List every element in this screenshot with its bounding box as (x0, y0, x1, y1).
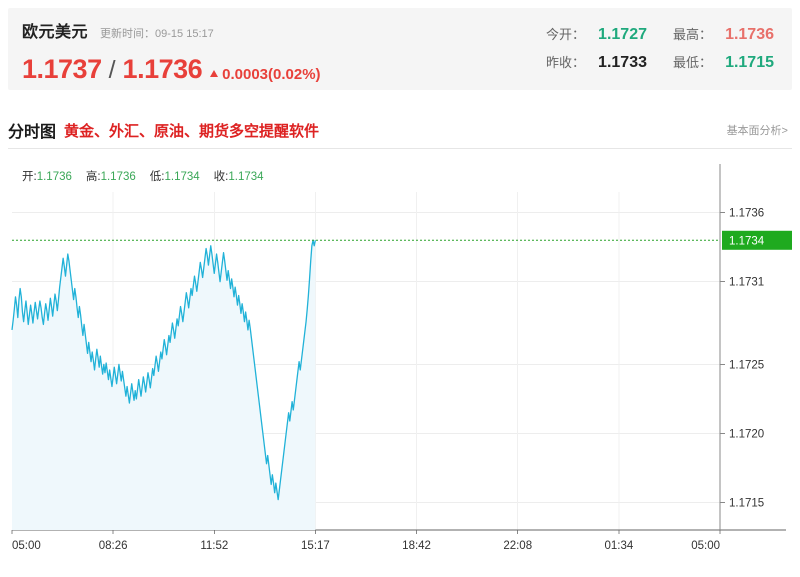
quote-primary-block: 欧元美元 更新时间：09-15 15:17 1.1737 / 1.1736 0.… (22, 8, 321, 85)
ohlc-high-label: 高: (85, 171, 101, 183)
promo-text[interactable]: 黄金、外汇、原油、期货多空提醒软件 (64, 122, 320, 140)
symbol-name: 欧元美元 (22, 24, 89, 41)
price-line (11, 239, 316, 501)
chart-plot[interactable]: 1.1736 1.1731 1.1725 1.1720 1.1715 05:00 08:26… (8, 158, 792, 558)
ohlc-close-value: 1.1734 (228, 171, 264, 183)
ohlc-low-label: 低: (149, 171, 165, 183)
ohlc-open: 开:1.1736 (22, 168, 72, 184)
stat-open-value: 1.1727 (598, 26, 647, 43)
stat-high: 最高： 1.1736 (673, 24, 774, 44)
update-time-label: 更新时间： (100, 28, 156, 40)
ohlc-high: 高:1.1736 (86, 168, 136, 184)
quote-stats-grid: 今开： 1.1727 最高： 1.1736 昨收： 1.1733 最低： 1.1… (546, 24, 774, 72)
y-axis-tick-label: 1.1731 (729, 277, 764, 289)
quote-header-panel: 欧元美元 更新时间：09-15 15:17 1.1737 / 1.1736 0.… (8, 8, 792, 90)
update-time-value: 09-15 15:17 (155, 28, 214, 40)
price-area-fill (12, 240, 316, 530)
stat-prev-close-label: 昨收： (545, 55, 585, 70)
x-axis-tick-label: 22:08 (503, 540, 532, 552)
y-axis-tick-label: 1.1725 (729, 359, 764, 371)
change-value: 0.0003(0.02%) (222, 66, 321, 83)
x-axis-tick-label: 18:42 (402, 540, 431, 552)
section-bar: 分时图 黄金、外汇、原油、期货多空提醒软件 基本面分析> (8, 112, 792, 149)
ohlc-open-value: 1.1736 (36, 171, 72, 183)
x-axis-tick-label: 11:52 (200, 540, 228, 552)
ohlc-close: 收:1.1734 (214, 168, 264, 184)
ohlc-low-value: 1.1734 (164, 171, 200, 183)
stat-low-value: 1.1715 (725, 54, 774, 71)
symbol-row: 欧元美元 更新时间：09-15 15:17 (22, 8, 321, 52)
stat-low-label: 最低： (672, 55, 712, 70)
stat-high-label: 最高： (672, 27, 712, 42)
stat-high-value: 1.1736 (725, 26, 774, 43)
stat-prev-close-value: 1.1733 (598, 54, 647, 71)
price-separator: / (108, 56, 116, 84)
page-title: 分时图 (8, 124, 57, 141)
stat-prev-close: 昨收： 1.1733 (546, 52, 647, 72)
y-axis-tick-label: 1.1720 (729, 428, 764, 440)
x-axis-tick-label: 05:00 (12, 540, 41, 552)
y-axis-tick-label: 1.1715 (729, 497, 764, 509)
bid-price: 1.1737 (22, 54, 102, 84)
arrow-up-icon (210, 70, 219, 77)
x-axis-tick-label: 08:26 (99, 540, 128, 552)
ohlc-low: 低:1.1734 (150, 168, 200, 184)
current-price-marker (722, 230, 792, 250)
ohlc-legend: 开:1.1736 高:1.1736 低:1.1734 收:1.1734 (22, 168, 264, 184)
price-row: 1.1737 / 1.1736 0.0003(0.02%) (22, 54, 321, 85)
fundamental-analysis-link[interactable]: 基本面分析> (726, 125, 788, 137)
x-axis-tick-label: 05:00 (691, 540, 720, 552)
ohlc-close-label: 收: (213, 171, 229, 183)
stat-open: 今开： 1.1727 (546, 24, 647, 44)
stat-open-label: 今开： (545, 27, 585, 42)
ohlc-high-value: 1.1736 (100, 171, 136, 183)
x-axis-tick-label: 15:17 (301, 540, 330, 552)
update-time: 更新时间：09-15 15:17 (100, 25, 214, 41)
stat-low: 最低： 1.1715 (673, 52, 774, 72)
y-axis-tick-label: 1.1736 (729, 208, 764, 220)
current-price-marker-label: 1.1734 (729, 235, 765, 247)
intraday-chart: 开:1.1736 高:1.1736 低:1.1734 收:1.1734 1.17… (8, 158, 792, 558)
x-axis-tick-label: 01:34 (604, 540, 633, 552)
ask-price: 1.1736 (122, 54, 203, 84)
change-indicator: 0.0003(0.02%) (210, 66, 321, 83)
ohlc-open-label: 开: (22, 171, 37, 183)
